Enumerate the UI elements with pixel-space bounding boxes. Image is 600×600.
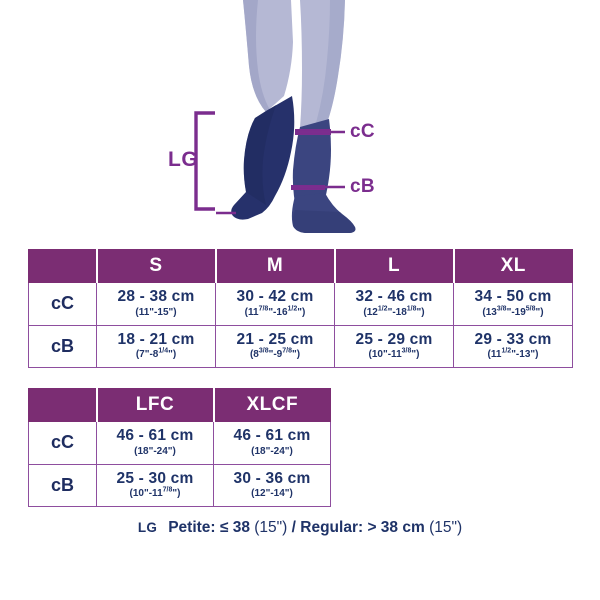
cell-cb-l: 25 - 29 cm (10"-113/8") [334,324,454,368]
column-header-m: M [215,249,336,283]
cell-value-cm: 46 - 61 cm [116,427,194,444]
length-note-lg: LG [137,520,158,535]
cell-cc-m: 30 - 42 cm (117/8"-161/2") [215,282,335,326]
row-label-cc: cC [28,282,97,326]
cell-value-inch: (10"-117/8") [129,486,181,499]
cell-cc-l: 32 - 46 cm (121/2"-181/8") [334,282,454,326]
cell-value-inch: (7"-81/4") [135,347,177,360]
front-leg-stocking [292,119,331,216]
cell-cc-xl: 34 - 50 cm (133/8"-195/8") [453,282,573,326]
front-leg-thigh-shadow [316,0,345,123]
length-note: LG Petite: ≤ 38 (15") / Regular: > 38 cm … [0,519,600,537]
table-header-row: S M L XL [28,249,573,283]
cell-value-inch: (18"-24") [251,445,293,457]
cell-value-cm: 30 - 36 cm [233,469,311,487]
column-header-lfc: LFC [96,388,215,422]
cell-value-cm: 29 - 33 cm [474,330,552,348]
cell-value-cm: 32 - 46 cm [355,288,433,305]
table-corner-cell [28,249,98,283]
cc-measure-label: cC [350,121,375,142]
back-leg-stocking-shadow [243,105,276,205]
column-header-l: L [334,249,455,283]
length-note-regular-in: (15") [429,519,463,536]
leg-illustration: LG cC cB [0,0,600,245]
cell-value-cm: 21 - 25 cm [236,330,314,348]
cell-value-inch: (111/2"-13") [487,347,539,360]
cell-cb-s: 18 - 21 cm (7"-81/4") [96,324,216,368]
cell-value-cm: 34 - 50 cm [474,288,552,305]
cell-value-cm: 25 - 29 cm [355,330,433,348]
front-leg-foot-shadow [292,210,356,233]
cell-value-inch: (121/2"-181/8") [363,305,425,318]
table-corner-cell [28,388,98,422]
cb-measure-label: cB [350,176,375,197]
cell-value-cm: 18 - 21 cm [117,330,195,348]
lg-bracket-label: LG [168,148,199,171]
length-note-petite-in: (15") [254,519,288,536]
length-note-regular: Regular: > 38 cm [300,519,425,536]
column-header-xl: XL [453,249,573,283]
table-row: cB 18 - 21 cm (7"-81/4") 21 - 25 cm (83/… [28,324,573,368]
cell-value-inch: (11"-15") [135,306,177,318]
cell-cb-m: 21 - 25 cm (83/8"-97/8") [215,324,335,368]
row-label-cb: cB [28,463,97,507]
cell-value-cm: 30 - 42 cm [236,288,314,305]
table-row: cC 28 - 38 cm (11"-15") 30 - 42 cm (117/… [28,282,573,326]
cell-cb-xl: 29 - 33 cm (111/2"-13") [453,324,573,368]
cell-cb-lfc: 25 - 30 cm (10"-117/8") [96,463,214,507]
table-row: cB 25 - 30 cm (10"-117/8") 30 - 36 cm (1… [28,463,331,507]
cell-cc-lfc: 46 - 61 cm (18"-24") [96,421,214,465]
column-header-s: S [96,249,217,283]
cell-value-inch: (18"-24") [134,445,176,457]
cell-value-inch: (10"-113/8") [368,347,420,360]
cell-cc-s: 28 - 38 cm (11"-15") [96,282,216,326]
cell-value-inch: (12"-14") [251,488,293,499]
cell-value-cm: 25 - 30 cm [116,469,194,487]
length-note-separator: / [291,519,296,536]
row-label-cb: cB [28,324,97,368]
cell-value-cm: 28 - 38 cm [117,288,195,305]
row-label-cc: cC [28,421,97,465]
cell-value-inch: (83/8"-97/8") [249,347,301,360]
cell-value-cm: 46 - 61 cm [233,427,311,444]
back-leg-thigh-shadow [243,0,270,112]
cell-value-inch: (117/8"-161/2") [244,305,306,318]
cell-cb-xlcf: 30 - 36 cm (12"-14") [213,463,331,507]
lg-bracket-icon [194,111,215,211]
size-table-cf: LFC XLCF cC 46 - 61 cm (18"-24") 46 - 61… [28,388,331,507]
table-header-row: LFC XLCF [28,388,331,422]
column-header-xlcf: XLCF [213,388,331,422]
table-row: cC 46 - 61 cm (18"-24") 46 - 61 cm (18"-… [28,421,331,465]
size-table-standard: S M L XL cC 28 - 38 cm (11"-15") 30 - 42… [28,249,573,368]
length-note-petite: Petite: ≤ 38 [168,519,250,536]
cell-cc-xlcf: 46 - 61 cm (18"-24") [213,421,331,465]
cell-value-inch: (133/8"-195/8") [482,305,544,318]
